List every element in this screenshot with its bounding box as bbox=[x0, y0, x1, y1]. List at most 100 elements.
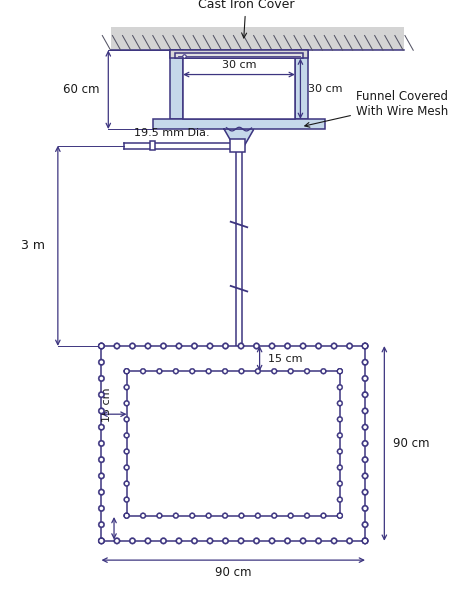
Circle shape bbox=[338, 514, 341, 517]
Circle shape bbox=[363, 490, 367, 494]
Circle shape bbox=[337, 513, 343, 519]
Text: 3 m: 3 m bbox=[21, 239, 45, 252]
Circle shape bbox=[317, 344, 320, 348]
Circle shape bbox=[177, 344, 181, 348]
Circle shape bbox=[271, 513, 277, 519]
Circle shape bbox=[124, 513, 129, 519]
Circle shape bbox=[156, 513, 163, 519]
Circle shape bbox=[124, 497, 129, 503]
Circle shape bbox=[222, 538, 229, 544]
Bar bbox=[110, 27, 404, 50]
Circle shape bbox=[146, 539, 150, 543]
Circle shape bbox=[208, 344, 212, 348]
Circle shape bbox=[337, 432, 343, 439]
Circle shape bbox=[332, 539, 336, 543]
Circle shape bbox=[362, 359, 368, 365]
Circle shape bbox=[141, 514, 145, 517]
Text: 30 cm: 30 cm bbox=[222, 60, 256, 70]
Circle shape bbox=[363, 539, 367, 543]
Circle shape bbox=[239, 344, 243, 348]
Circle shape bbox=[255, 344, 258, 348]
Circle shape bbox=[362, 538, 368, 544]
Circle shape bbox=[362, 375, 368, 382]
Text: 60cm × 60cm
× 3.18 mm
Copper Plate: 60cm × 60cm × 3.18 mm Copper Plate bbox=[189, 422, 277, 465]
Circle shape bbox=[224, 539, 228, 543]
Circle shape bbox=[362, 522, 368, 528]
Circle shape bbox=[125, 418, 128, 421]
Circle shape bbox=[338, 450, 341, 453]
Text: 19.5 mm Dia.: 19.5 mm Dia. bbox=[134, 128, 209, 138]
Circle shape bbox=[192, 344, 196, 348]
Circle shape bbox=[337, 449, 343, 455]
Circle shape bbox=[338, 385, 341, 389]
Circle shape bbox=[191, 514, 194, 517]
Circle shape bbox=[237, 343, 244, 349]
Circle shape bbox=[273, 514, 276, 517]
Circle shape bbox=[238, 513, 245, 519]
Circle shape bbox=[145, 538, 151, 544]
Circle shape bbox=[124, 400, 129, 406]
Circle shape bbox=[304, 513, 310, 519]
Circle shape bbox=[129, 538, 136, 544]
Circle shape bbox=[207, 538, 213, 544]
Circle shape bbox=[98, 440, 105, 447]
Circle shape bbox=[100, 474, 103, 478]
Circle shape bbox=[240, 369, 243, 373]
Circle shape bbox=[301, 539, 305, 543]
Text: Funnel Covered
With Wire Mesh: Funnel Covered With Wire Mesh bbox=[305, 90, 448, 127]
Circle shape bbox=[239, 539, 243, 543]
Circle shape bbox=[160, 538, 167, 544]
Circle shape bbox=[98, 538, 105, 544]
Circle shape bbox=[125, 401, 128, 405]
Circle shape bbox=[160, 343, 167, 349]
Circle shape bbox=[270, 344, 274, 348]
Circle shape bbox=[124, 384, 129, 390]
Circle shape bbox=[158, 514, 161, 517]
Circle shape bbox=[338, 418, 341, 421]
Bar bbox=[170, 50, 183, 119]
Circle shape bbox=[363, 507, 367, 510]
Circle shape bbox=[98, 343, 105, 349]
Circle shape bbox=[191, 538, 198, 544]
Circle shape bbox=[125, 450, 128, 453]
Circle shape bbox=[284, 538, 291, 544]
Circle shape bbox=[255, 513, 261, 519]
Circle shape bbox=[145, 343, 151, 349]
Circle shape bbox=[100, 344, 103, 348]
Polygon shape bbox=[224, 129, 254, 150]
Text: 90 cm: 90 cm bbox=[392, 437, 429, 450]
Circle shape bbox=[174, 514, 177, 517]
Circle shape bbox=[362, 391, 368, 398]
Circle shape bbox=[317, 539, 320, 543]
Circle shape bbox=[98, 424, 105, 430]
Circle shape bbox=[362, 472, 368, 479]
Circle shape bbox=[255, 368, 261, 374]
Text: 15 cm: 15 cm bbox=[102, 388, 112, 422]
Circle shape bbox=[362, 505, 368, 511]
Circle shape bbox=[206, 513, 211, 519]
Circle shape bbox=[363, 442, 367, 445]
Circle shape bbox=[162, 539, 165, 543]
Circle shape bbox=[346, 343, 353, 349]
Circle shape bbox=[286, 344, 289, 348]
Circle shape bbox=[98, 522, 105, 528]
Circle shape bbox=[189, 513, 195, 519]
Bar bbox=[170, 50, 308, 119]
Circle shape bbox=[304, 368, 310, 374]
Circle shape bbox=[100, 344, 103, 348]
Circle shape bbox=[338, 401, 341, 405]
Circle shape bbox=[124, 465, 129, 471]
Bar bbox=[150, 141, 155, 150]
Circle shape bbox=[131, 344, 134, 348]
Circle shape bbox=[337, 368, 343, 374]
Circle shape bbox=[305, 514, 309, 517]
Circle shape bbox=[338, 498, 341, 501]
Circle shape bbox=[337, 513, 343, 519]
Circle shape bbox=[362, 343, 368, 349]
Circle shape bbox=[348, 344, 351, 348]
Circle shape bbox=[256, 514, 259, 517]
Text: 60 cm: 60 cm bbox=[63, 83, 99, 96]
Circle shape bbox=[207, 369, 210, 373]
Circle shape bbox=[124, 368, 129, 374]
Circle shape bbox=[337, 416, 343, 422]
